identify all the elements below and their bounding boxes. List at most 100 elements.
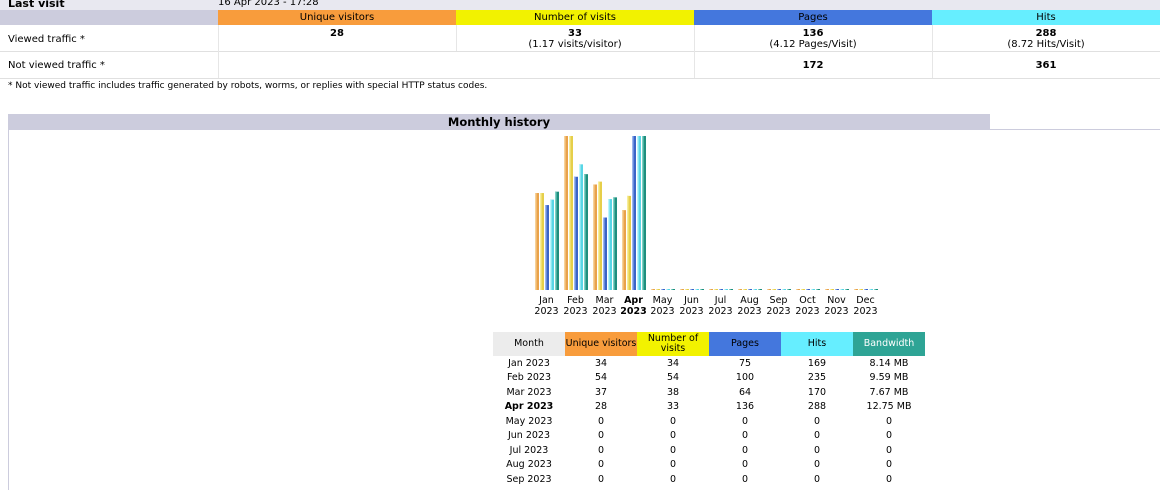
bar-highlight: [685, 289, 687, 290]
bar-pages: [632, 136, 636, 290]
bar-highlight: [545, 205, 547, 290]
bar-bandwidth: [729, 289, 733, 290]
bar-highlight: [632, 136, 634, 290]
col-header-hits: Hits: [781, 332, 853, 356]
bar-highlight: [825, 289, 827, 290]
hits-cell: 0: [813, 415, 821, 427]
month-label: Nov 2023: [824, 295, 849, 317]
pages-cell: 0: [741, 473, 749, 485]
bar-highlight: [864, 289, 866, 290]
bar-hits: [753, 289, 757, 290]
bar-pages: [690, 289, 694, 290]
bar-highlight: [859, 289, 861, 290]
bar-highlight: [637, 136, 639, 290]
bar-pages: [545, 205, 549, 290]
month-label: Mar 2023: [592, 295, 617, 317]
bar-hits: [637, 136, 641, 290]
header-number-of-visits: Number of visits: [456, 10, 694, 25]
visits-cell: 33: [666, 401, 680, 413]
bar-number-of-visits: [569, 136, 573, 290]
hits-cell: 0: [813, 473, 821, 485]
pages-cell: 75: [738, 357, 752, 369]
table-row: Jan 2023 34 34 75 169 8.14 MB: [493, 356, 925, 371]
not-viewed-traffic-label: Not viewed traffic *: [8, 60, 105, 71]
col-header-number-of-visits: Number of visits: [637, 332, 709, 356]
unique-visitors-cell: 0: [597, 415, 605, 427]
bandwidth-cell: 7.67 MB: [869, 386, 909, 398]
bar-highlight: [666, 289, 668, 290]
bar-highlight: [835, 289, 837, 290]
bar-unique-visitors: [564, 136, 568, 290]
bar-hits: [608, 199, 612, 290]
bar-highlight: [555, 191, 557, 290]
bar-highlight: [854, 289, 856, 290]
table-row: Jul 2023 0 0 0 0 0: [493, 443, 925, 458]
bandwidth-cell: 12.75 MB: [866, 401, 912, 413]
bar-pages: [777, 289, 781, 290]
bar-highlight: [874, 289, 876, 290]
monthly-history-title: Monthly history: [8, 114, 990, 130]
bar-highlight: [767, 289, 769, 290]
col-header-unique-visitors: Unique visitors: [565, 332, 637, 356]
col-header-month: Month: [493, 332, 565, 356]
bar-highlight: [569, 136, 571, 290]
unique-visitors-cell: 0: [597, 473, 605, 485]
bar-number-of-visits: [743, 289, 747, 290]
traffic-footnote: * Not viewed traffic includes traffic ge…: [8, 81, 488, 91]
month-label: Jun 2023: [679, 295, 704, 317]
month-cell: Jan 2023: [508, 357, 550, 369]
viewed-hits: 288 (8.72 Hits/Visit): [1007, 28, 1085, 50]
bar-hits: [782, 289, 786, 290]
visits-cell: 0: [669, 430, 677, 442]
bar-highlight: [622, 210, 624, 290]
bar-highlight: [729, 289, 731, 290]
bar-bandwidth: [613, 197, 617, 290]
section-border: [8, 130, 9, 490]
month-label: Apr 2023: [620, 295, 647, 317]
bar-unique-visitors: [796, 289, 800, 290]
bar-pages: [574, 176, 578, 290]
bar-number-of-visits: [772, 289, 776, 290]
bar-hits: [811, 289, 815, 290]
table-row: Feb 2023 54 54 100 235 9.59 MB: [493, 371, 925, 386]
table-row: Aug 2023 0 0 0 0 0: [493, 458, 925, 473]
bar-highlight: [661, 289, 663, 290]
visits-cell: 0: [669, 459, 677, 471]
bar-pages: [603, 217, 607, 290]
bar-highlight: [700, 289, 702, 290]
hits-cell: 235: [807, 372, 827, 384]
pages-cell: 0: [741, 415, 749, 427]
summary-header-blank: [0, 10, 218, 25]
bar-highlight: [816, 289, 818, 290]
bar-highlight: [709, 289, 711, 290]
col-divider: [456, 25, 457, 51]
bar-highlight: [777, 289, 779, 290]
month-cell: Jun 2023: [507, 430, 551, 442]
bar-pages: [748, 289, 752, 290]
month-label: Dec 2023: [853, 295, 878, 317]
bar-highlight: [593, 184, 595, 290]
visits-cell: 0: [669, 415, 677, 427]
bandwidth-cell: 0: [885, 473, 893, 485]
bar-hits: [869, 289, 873, 290]
pages-cell: 100: [735, 372, 755, 384]
bar-unique-visitors: [651, 289, 655, 290]
monthly-history-chart: [535, 136, 878, 290]
bar-highlight: [869, 289, 871, 290]
visits-cell: 34: [666, 357, 680, 369]
bar-highlight: [758, 289, 760, 290]
bar-bandwidth: [671, 289, 675, 290]
viewed-pages: 136 (4.12 Pages/Visit): [769, 28, 857, 50]
bar-highlight: [574, 176, 576, 290]
month-label: May 2023: [650, 295, 675, 317]
bar-highlight: [782, 289, 784, 290]
visits-cell: 0: [669, 444, 677, 456]
hits-cell: 169: [807, 357, 827, 369]
unique-visitors-cell: 0: [597, 430, 605, 442]
bar-highlight: [748, 289, 750, 290]
visits-cell: 54: [666, 372, 680, 384]
month-cell: Feb 2023: [506, 372, 552, 384]
bar-pages: [864, 289, 868, 290]
last-visit-row: [0, 0, 1160, 10]
bar-number-of-visits: [801, 289, 805, 290]
